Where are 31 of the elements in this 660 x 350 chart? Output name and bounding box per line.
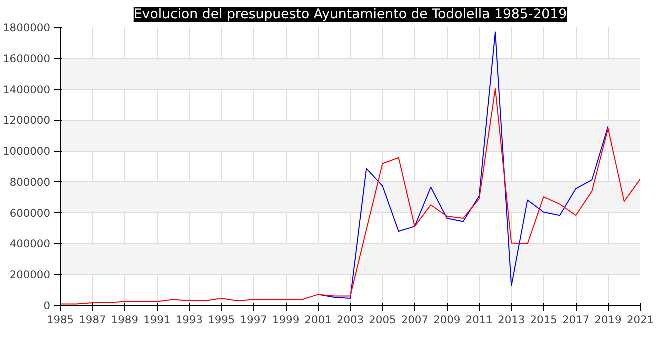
x-tick-label: 1995 <box>208 314 236 326</box>
x-tick-label: 2003 <box>336 314 364 326</box>
x-tick-label: 2005 <box>369 314 396 326</box>
y-tick-label: 200000 <box>10 268 51 282</box>
line-series <box>318 32 609 300</box>
x-tick-label: 2013 <box>498 314 526 326</box>
x-tick-label: 2009 <box>434 314 461 326</box>
y-tick-label: 1600000 <box>3 52 51 66</box>
y-tick-label: 1400000 <box>3 83 51 96</box>
x-tick-label: 2021 <box>626 314 654 326</box>
x-tick-label: 2015 <box>530 314 558 326</box>
chart-title: Evolucion del presupuesto Ayuntamiento de Todolella 1985-2019 <box>134 8 568 22</box>
x-tick-label: 2007 <box>401 314 429 326</box>
x-tick-label: 1997 <box>240 314 268 326</box>
y-tick-label: 800000 <box>10 176 51 189</box>
x-tick-label: 2019 <box>594 314 622 326</box>
y-tick-label: 400000 <box>10 238 51 251</box>
x-tick-label: 1989 <box>111 314 139 326</box>
x-tick-label: 2017 <box>562 314 590 326</box>
y-tick-label: 600000 <box>10 206 51 220</box>
y-tick-label: 1200000 <box>3 114 51 128</box>
x-tick-label: 1987 <box>79 314 106 326</box>
y-tick-label: 1000000 <box>3 145 51 158</box>
x-tick-label: 1985 <box>46 314 74 326</box>
y-tick-label: 0 <box>44 300 51 312</box>
x-tick-label: 2001 <box>304 314 332 326</box>
y-tick-label: 1800000 <box>3 22 51 34</box>
x-tick-label: 2011 <box>466 314 493 326</box>
x-tick-label: 1991 <box>144 314 171 326</box>
x-tick-label: 1999 <box>272 314 300 326</box>
x-tick-label: 1993 <box>176 314 203 326</box>
